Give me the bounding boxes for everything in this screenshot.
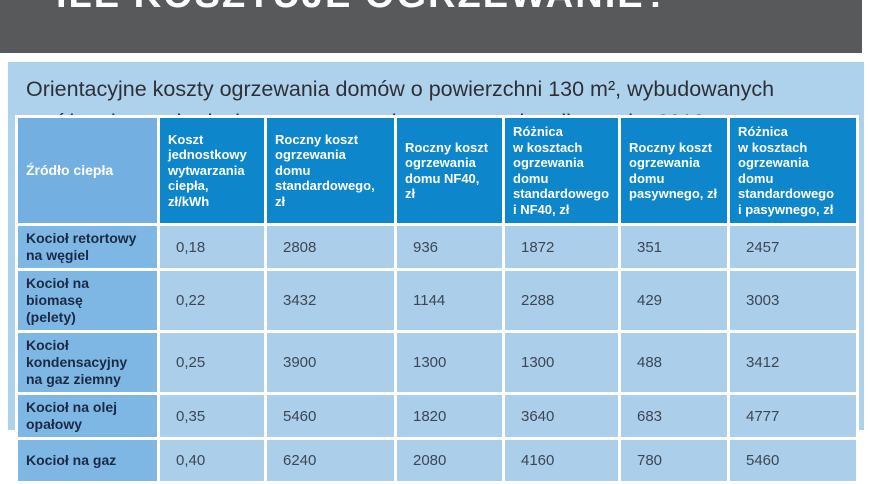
header-heat-source: Źródło ciepła <box>15 115 160 226</box>
value-cell: 3432 <box>264 268 397 333</box>
value-cell: 3003 <box>727 268 859 333</box>
value-cell: 5460 <box>727 437 859 484</box>
value-cell: 4160 <box>502 437 621 484</box>
value-cell: 429 <box>618 268 730 333</box>
table-header-row: Źródło ciepła Koszt jednostkowy wytwarza… <box>15 115 859 226</box>
value-cell: 1872 <box>502 223 621 271</box>
value-cell: 0,18 <box>157 223 267 271</box>
table-row-condensing-gas-boiler: Kocioł kondensacyjny na gaz ziemny 0,25 … <box>15 330 859 395</box>
header-diff-standard-passive: Różnica w kosztach ogrzewania domu stand… <box>727 115 859 226</box>
header-annual-cost-nf40: Roczny koszt ogrzewania domu NF40, zł <box>394 115 505 226</box>
value-cell: 351 <box>618 223 730 271</box>
header-diff-standard-nf40: Różnica w kosztach ogrzewania domu stand… <box>502 115 621 226</box>
value-cell: 0,35 <box>157 392 267 440</box>
heating-costs-table: Źródło ciepła Koszt jednostkowy wytwarza… <box>15 115 859 484</box>
page-header-bar: ILE KOSZTUJE OGRZEWANIE? <box>0 0 862 53</box>
value-cell: 1300 <box>502 330 621 395</box>
value-cell: 1144 <box>394 268 505 333</box>
table-row-oil-boiler: Kocioł na olej opałowy 0,35 5460 1820 36… <box>15 392 859 440</box>
header-annual-cost-passive: Roczny koszt ogrzewania domu pasywnego, … <box>618 115 730 226</box>
row-label: Kocioł na olej opałowy <box>15 392 160 440</box>
value-cell: 3412 <box>727 330 859 395</box>
value-cell: 1300 <box>394 330 505 395</box>
value-cell: 488 <box>618 330 730 395</box>
value-cell: 1820 <box>394 392 505 440</box>
value-cell: 0,25 <box>157 330 267 395</box>
infographic-panel: Orientacyjne koszty ogrzewania domów o p… <box>8 62 864 484</box>
value-cell: 0,22 <box>157 268 267 333</box>
value-cell: 683 <box>618 392 730 440</box>
value-cell: 2808 <box>264 223 397 271</box>
header-annual-cost-standard: Roczny koszt ogrzewania domu standardowe… <box>264 115 397 226</box>
table-description-line-1: Orientacyjne koszty ogrzewania domów o p… <box>26 77 775 101</box>
value-cell: 2080 <box>394 437 505 484</box>
value-cell: 3900 <box>264 330 397 395</box>
row-label: Kocioł na gaz <box>15 437 160 484</box>
value-cell: 780 <box>618 437 730 484</box>
page-title: ILE KOSZTUJE OGRZEWANIE? <box>56 0 670 17</box>
row-label: Kocioł na biomasę (pelety) <box>15 268 160 333</box>
value-cell: 5460 <box>264 392 397 440</box>
table-row-biomass-boiler: Kocioł na biomasę (pelety) 0,22 3432 114… <box>15 268 859 333</box>
row-label: Kocioł retortowy na węgiel <box>15 223 160 271</box>
table-row-coal-boiler: Kocioł retortowy na węgiel 0,18 2808 936… <box>15 223 859 271</box>
header-unit-cost: Koszt jednostkowy wytwarzania ciepła, zł… <box>157 115 267 226</box>
value-cell: 4777 <box>727 392 859 440</box>
value-cell: 6240 <box>264 437 397 484</box>
value-cell: 2457 <box>727 223 859 271</box>
value-cell: 936 <box>394 223 505 271</box>
value-cell: 3640 <box>502 392 621 440</box>
row-label: Kocioł kondensacyjny na gaz ziemny <box>15 330 160 395</box>
table-row-gas-boiler: Kocioł na gaz 0,40 6240 2080 4160 780 54… <box>15 437 859 484</box>
value-cell: 2288 <box>502 268 621 333</box>
value-cell: 0,40 <box>157 437 267 484</box>
